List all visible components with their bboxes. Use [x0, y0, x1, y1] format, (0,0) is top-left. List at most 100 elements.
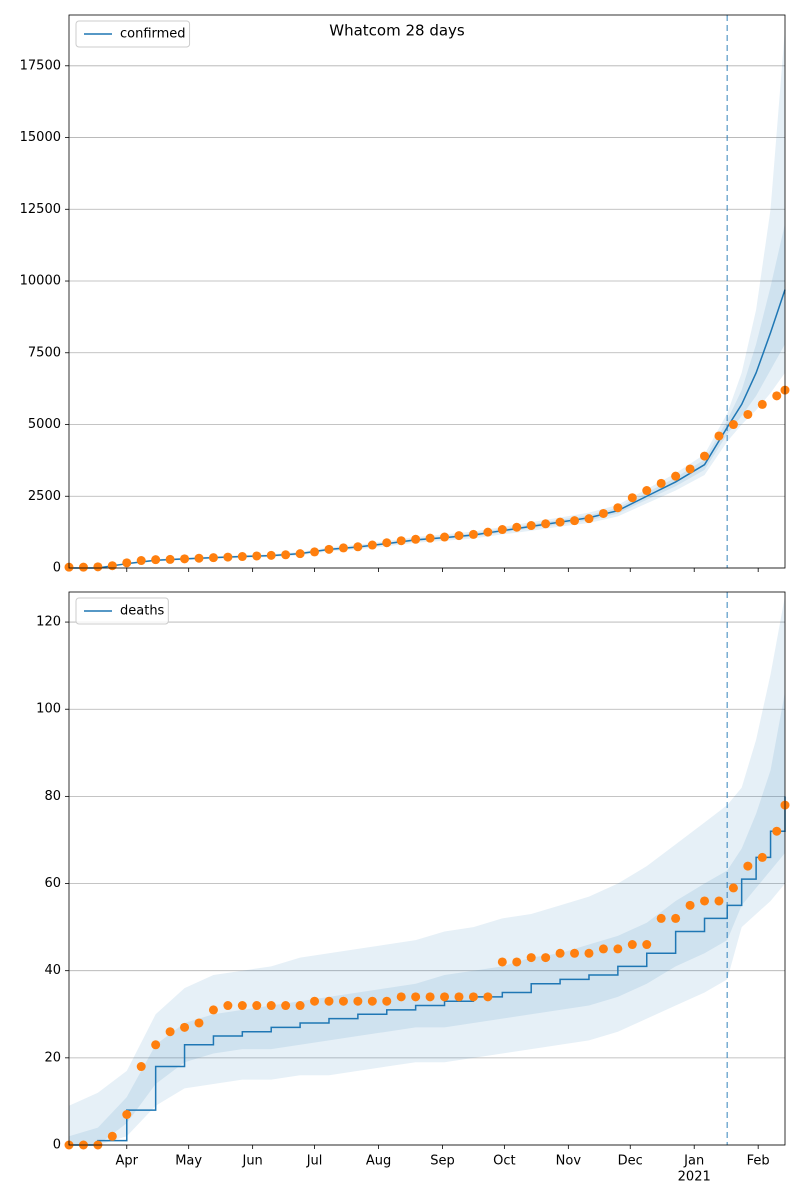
- observed-point: [411, 992, 421, 1002]
- observed-point: [194, 553, 204, 563]
- uncertainty-band: [69, 28, 785, 569]
- y-tick-label: 120: [36, 615, 61, 630]
- plot-frame: [68, 591, 786, 1146]
- observed-point: [656, 913, 666, 923]
- observed-point: [411, 534, 421, 544]
- y-tick-label: 15000: [20, 130, 61, 145]
- observed-point: [497, 957, 507, 967]
- observed-point: [642, 486, 652, 496]
- observed-point: [425, 992, 435, 1002]
- observed-point: [512, 957, 522, 967]
- observed-point: [180, 1022, 190, 1032]
- legend-box: [75, 597, 169, 625]
- observed-point: [483, 527, 493, 537]
- observed-point: [122, 558, 132, 568]
- observed-point: [440, 992, 450, 1002]
- observed-point: [700, 896, 710, 906]
- observed-point: [266, 550, 276, 560]
- x-tick-label: Feb: [747, 1154, 770, 1169]
- observed-point: [743, 409, 753, 419]
- observed-point: [208, 553, 218, 563]
- observed-point: [555, 948, 565, 958]
- observed-point: [252, 1001, 262, 1011]
- observed-point: [353, 542, 363, 552]
- observed-point: [396, 992, 406, 1002]
- observed-point: [468, 529, 478, 539]
- observed-point: [78, 562, 88, 572]
- y-tick-label: 5000: [28, 417, 61, 432]
- observed-point: [613, 503, 623, 513]
- observed-point: [338, 543, 348, 553]
- observed-point: [324, 544, 334, 554]
- y-tick-label: 40: [44, 963, 61, 978]
- x-tick-label: Jul: [306, 1154, 323, 1169]
- legend-label: confirmed: [120, 27, 186, 42]
- observed-point: [714, 896, 724, 906]
- observed-point: [497, 525, 507, 535]
- y-tick-label: 100: [36, 702, 61, 717]
- observed-point: [483, 992, 493, 1002]
- observed-point: [151, 555, 161, 565]
- chart-title: Whatcom 28 days: [329, 22, 465, 40]
- observed-point: [281, 550, 291, 560]
- observed-point: [310, 547, 320, 557]
- legend-label: deaths: [120, 604, 165, 619]
- observed-point: [757, 399, 767, 409]
- y-tick-label: 2500: [28, 489, 61, 504]
- observed-point: [555, 517, 565, 527]
- observed-point: [237, 552, 247, 562]
- plot-frame: [68, 14, 786, 569]
- observed-point: [237, 1001, 247, 1011]
- observed-point: [584, 514, 594, 524]
- observed-point: [570, 516, 580, 526]
- observed-point: [93, 562, 103, 572]
- y-tick-label: 7500: [28, 345, 61, 360]
- y-tick-label: 12500: [20, 202, 61, 217]
- observed-point: [151, 1040, 161, 1050]
- observed-point: [223, 1001, 233, 1011]
- observed-point: [541, 953, 551, 963]
- y-tick-label: 80: [44, 789, 61, 804]
- observed-point: [454, 531, 464, 541]
- x-tick-label: Jun: [241, 1154, 262, 1169]
- observed-point: [584, 948, 594, 958]
- x-tick-label: Oct: [493, 1154, 515, 1169]
- observed-point: [194, 1018, 204, 1028]
- observed-point: [772, 826, 782, 836]
- observed-point: [685, 464, 695, 474]
- observed-point: [338, 996, 348, 1006]
- observed-point: [396, 536, 406, 546]
- observed-point: [671, 913, 681, 923]
- observed-point: [570, 948, 580, 958]
- y-tick-label: 0: [53, 1138, 61, 1153]
- observed-point: [136, 1062, 146, 1072]
- x-tick-label: Aug: [366, 1154, 391, 1169]
- legend-box: [75, 20, 191, 48]
- observed-point: [122, 1109, 132, 1119]
- observed-point: [728, 420, 738, 430]
- observed-point: [512, 522, 522, 532]
- observed-point: [136, 556, 146, 566]
- observed-point: [700, 451, 710, 461]
- observed-point: [685, 900, 695, 910]
- observed-point: [252, 551, 262, 561]
- observed-point: [367, 996, 377, 1006]
- observed-point: [728, 883, 738, 893]
- observed-point: [324, 996, 334, 1006]
- observed-point: [295, 549, 305, 559]
- observed-point: [223, 552, 233, 562]
- observed-point: [598, 508, 608, 518]
- observed-point: [353, 996, 363, 1006]
- x-tick-label: Sep: [430, 1154, 455, 1169]
- x-tick-label: May: [175, 1154, 202, 1169]
- x-tick-label: Dec: [618, 1154, 643, 1169]
- observed-point: [743, 861, 753, 871]
- observed-point: [714, 431, 724, 441]
- observed-point: [425, 533, 435, 543]
- observed-point: [208, 1005, 218, 1015]
- model-line: [69, 289, 786, 569]
- y-tick-label: 20: [44, 1050, 61, 1065]
- observed-point: [382, 996, 392, 1006]
- observed-point: [526, 521, 536, 531]
- observed-point: [598, 944, 608, 954]
